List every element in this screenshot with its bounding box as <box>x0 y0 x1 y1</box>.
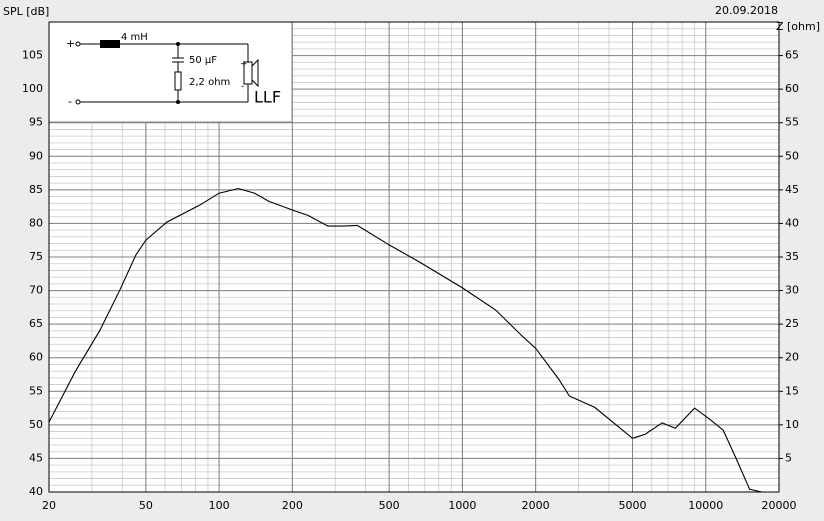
y2-tick-label: 60 <box>785 82 799 95</box>
date: 20.09.2018 <box>715 4 778 17</box>
x-tick-label: 10000 <box>688 499 723 512</box>
x-tick-label: 2000 <box>522 499 550 512</box>
y2-tick-label: 35 <box>785 250 799 263</box>
grid <box>48 22 780 493</box>
x-tick-label: 50 <box>139 499 153 512</box>
y2-tick-label: 25 <box>785 317 799 330</box>
y-tick-label: 75 <box>29 250 43 263</box>
circuit-wires <box>75 41 259 105</box>
curve-layer <box>48 187 779 493</box>
x-tick-label: 200 <box>282 499 303 512</box>
y-tick-label: 90 <box>29 149 43 162</box>
y2-tick-label: 20 <box>785 351 799 364</box>
y-tick-label: 40 <box>29 485 43 498</box>
circuit-inset: 4 mH 50 µF 2,2 ohm LLF + - + - <box>48 21 293 123</box>
response-curve <box>48 187 779 493</box>
y2-tick-label: 45 <box>785 183 799 196</box>
y2-tick-label: 40 <box>785 216 799 229</box>
y-tick-label: 60 <box>29 351 43 364</box>
speaker-label: LLF <box>254 88 281 107</box>
y-tick-label: 105 <box>22 49 43 62</box>
y2-tick-label: 55 <box>785 116 799 129</box>
y-tick-label: 55 <box>29 384 43 397</box>
plus-terminal: + <box>66 37 75 50</box>
y-tick-label: 85 <box>29 183 43 196</box>
y2-axis-label: Z [ohm] <box>776 20 820 33</box>
inductor-symbol <box>100 40 120 48</box>
junction <box>176 42 180 46</box>
y2-tick-label: 50 <box>785 149 799 162</box>
y-tick-label: 45 <box>29 451 43 464</box>
x-tick-label: 20000 <box>762 499 797 512</box>
capacitor-label: 50 µF <box>189 55 217 66</box>
y2-tick-label: 30 <box>785 284 799 297</box>
y2-tick-label: 65 <box>785 49 799 62</box>
y-tick-label: 65 <box>29 317 43 330</box>
junction <box>176 100 180 104</box>
speaker-minus: - <box>241 82 244 92</box>
resistor-label: 2,2 ohm <box>189 77 230 88</box>
y-axis-label: SPL [dB] <box>3 5 49 18</box>
y-tick-label: 50 <box>29 418 43 431</box>
y-tick-label: 100 <box>22 82 43 95</box>
x-tick-label: 20 <box>42 499 56 512</box>
y2-tick-label: 10 <box>785 418 799 431</box>
x-tick-label: 500 <box>379 499 400 512</box>
speaker-plus: + <box>240 60 248 70</box>
y2-tick-label: 5 <box>785 451 792 464</box>
y-tick-label: 95 <box>29 116 43 129</box>
y-tick-label: 70 <box>29 284 43 297</box>
x-tick-label: 5000 <box>618 499 646 512</box>
minus-terminal: - <box>68 95 72 108</box>
y-tick-label: 80 <box>29 216 43 229</box>
x-tick-label: 100 <box>209 499 230 512</box>
y2-tick-label: 15 <box>785 384 799 397</box>
x-tick-label: 1000 <box>448 499 476 512</box>
inset-box <box>48 21 293 123</box>
inductor-label: 4 mH <box>121 32 148 43</box>
